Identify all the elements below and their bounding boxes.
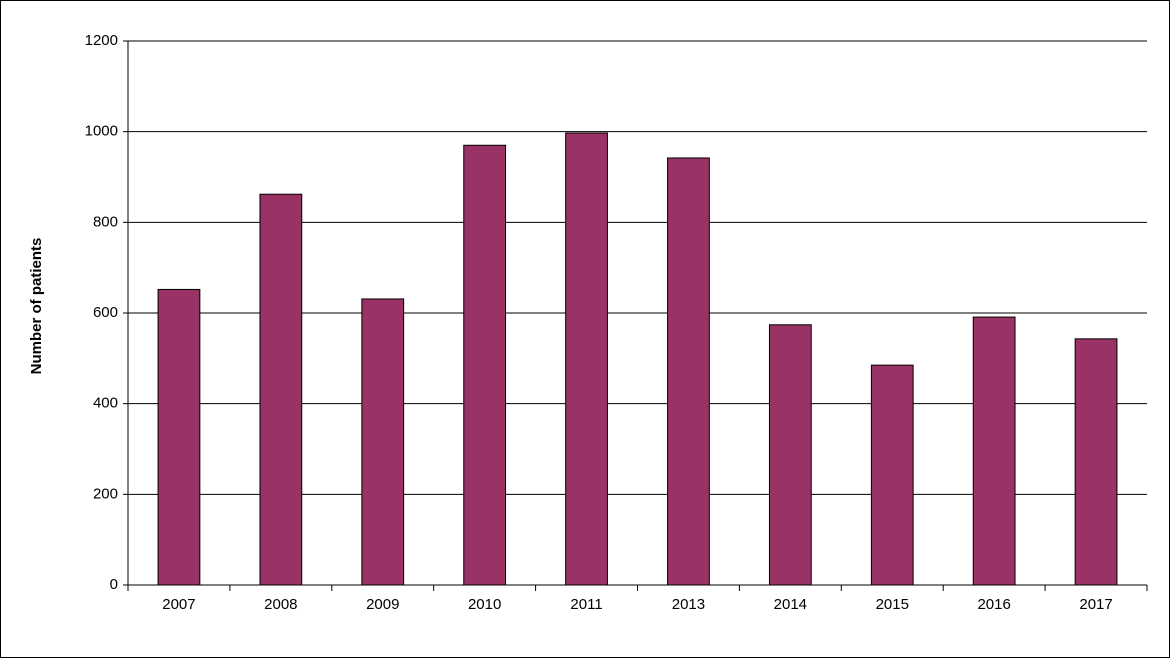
bar (768, 324, 812, 586)
x-tick-label: 2007 (162, 596, 195, 613)
bar (157, 288, 201, 586)
bar (870, 364, 914, 586)
bar (361, 298, 405, 586)
x-tick-label: 2011 (570, 596, 602, 613)
y-tick-label: 200 (93, 485, 118, 502)
bar (972, 316, 1016, 586)
bar (667, 157, 710, 586)
y-tick-label: 1200 (85, 32, 118, 49)
x-tick-label: 2009 (366, 596, 399, 613)
y-tick-label: 1000 (85, 123, 118, 140)
bar (1074, 338, 1118, 586)
bar (463, 144, 507, 586)
bar (565, 132, 608, 586)
y-tick-label: 400 (93, 395, 118, 412)
x-tick-label: 2015 (876, 596, 909, 613)
x-tick-label: 2008 (264, 596, 297, 613)
x-tick-label: 2016 (977, 596, 1010, 613)
x-tick-label: 2010 (468, 596, 501, 613)
y-tick-label: 800 (93, 213, 118, 230)
y-tick-label: 0 (110, 576, 118, 593)
x-tick-label: 2013 (672, 596, 705, 613)
x-tick-label: 2014 (774, 596, 807, 613)
bar (259, 193, 303, 586)
y-axis-label: Number of patients (28, 238, 45, 375)
x-tick-label: 2017 (1079, 596, 1112, 613)
y-tick-label: 600 (93, 304, 118, 321)
